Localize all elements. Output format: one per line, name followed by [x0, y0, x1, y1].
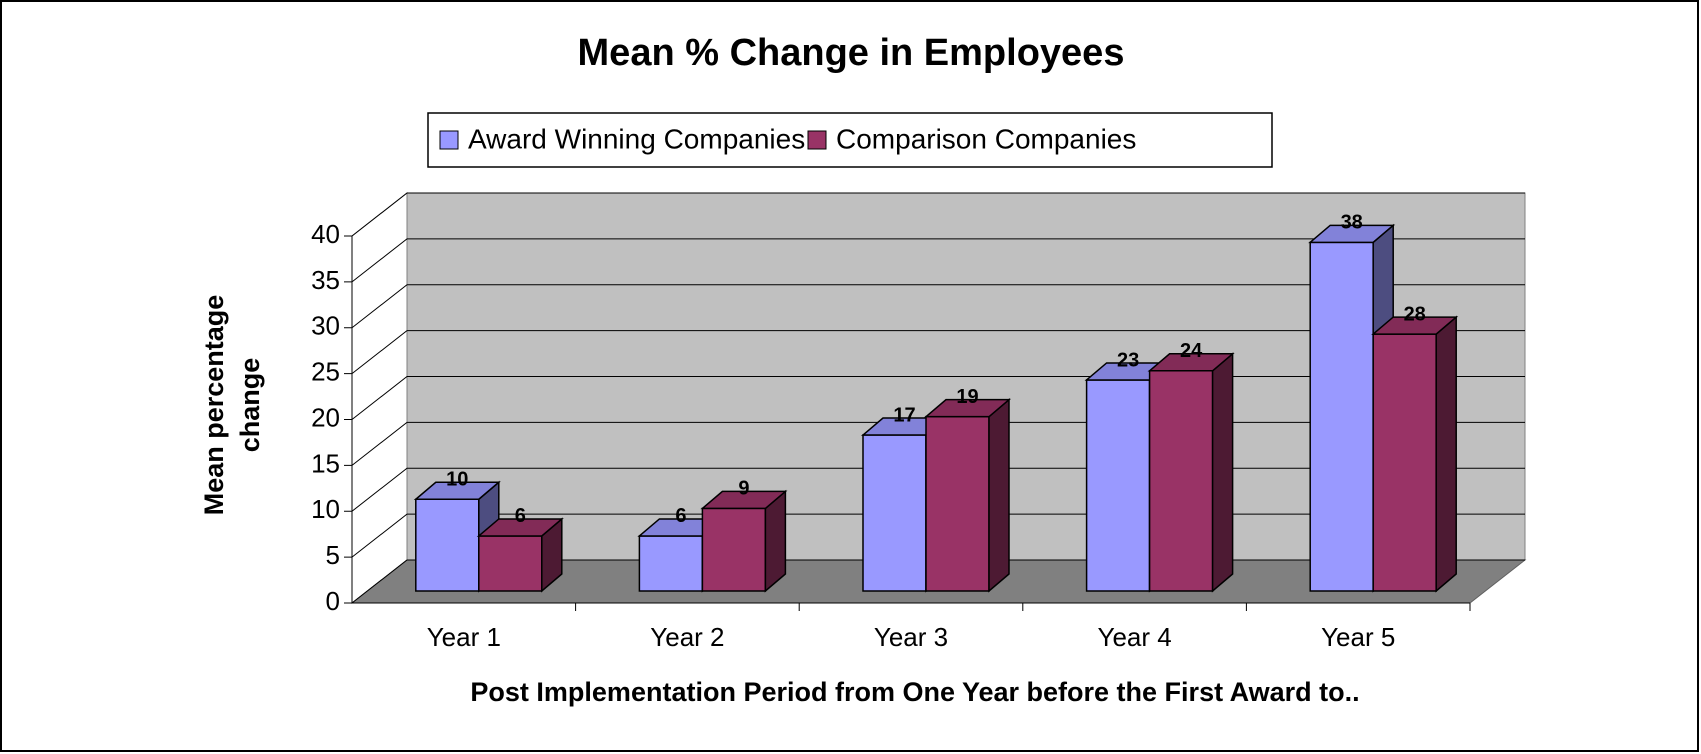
- x-tick-label: Year 4: [1097, 622, 1171, 652]
- bar-front: [638, 535, 704, 592]
- bar-front: [478, 535, 543, 592]
- y-tick-label: 10: [311, 494, 340, 524]
- legend-swatch: [439, 130, 459, 150]
- bar-top: [476, 518, 564, 537]
- bar-front: [701, 507, 767, 592]
- bar: [476, 517, 564, 593]
- bar: [700, 489, 788, 593]
- bar-front: [862, 434, 927, 592]
- data-label: 10: [446, 469, 468, 491]
- bar-front: [1372, 333, 1437, 592]
- y-axis-title: Mean percentage change: [199, 295, 265, 516]
- bar-top: [413, 481, 501, 500]
- grid-line: [351, 238, 1525, 283]
- data-label: 28: [1404, 303, 1426, 325]
- data-label: 23: [1117, 349, 1139, 371]
- bar-top: [1147, 353, 1235, 372]
- x-tick-label: Year 3: [874, 622, 948, 652]
- legend-label: Comparison Companies: [836, 123, 1136, 154]
- data-label: 17: [893, 404, 915, 426]
- y-axis-title-line: Mean percentage: [199, 295, 229, 516]
- legend-swatch: [807, 130, 827, 150]
- data-label: 24: [1180, 340, 1203, 362]
- bar-front: [925, 415, 990, 592]
- x-tick-label: Year 2: [650, 622, 724, 652]
- grid-line: [351, 330, 1525, 375]
- y-axis-title-line: change: [235, 358, 265, 453]
- bar-front: [1085, 379, 1151, 592]
- y-tick-label: 5: [326, 540, 340, 570]
- bar-top: [923, 398, 1012, 418]
- y-tick-label: 40: [311, 219, 340, 249]
- grid-line: [351, 284, 1525, 329]
- chart-title: Mean % Change in Employees: [578, 32, 1125, 74]
- data-label: 6: [515, 505, 526, 527]
- bar-top: [1371, 316, 1459, 335]
- x-tick-label: Year 1: [427, 622, 501, 652]
- bar-side: [1211, 352, 1234, 593]
- y-tick-label: 25: [311, 357, 340, 387]
- bar: [1147, 352, 1235, 593]
- y-tick-label: 0: [326, 586, 340, 616]
- y-tick-label: 30: [311, 311, 340, 341]
- bar: [1371, 315, 1459, 593]
- bar-top: [1308, 224, 1396, 244]
- bar-top: [700, 490, 788, 510]
- data-label: 38: [1341, 212, 1363, 234]
- y-tick-label: 20: [311, 402, 340, 432]
- y-tick-label: 15: [311, 448, 340, 478]
- bar-front: [1309, 241, 1374, 592]
- data-label: 19: [956, 386, 978, 408]
- grid-line: [351, 192, 1525, 237]
- x-tick-label: Year 5: [1321, 622, 1395, 652]
- data-label: 9: [738, 478, 749, 500]
- bar-side: [988, 398, 1010, 593]
- legend-box: [427, 112, 1273, 168]
- bar-front: [415, 498, 480, 592]
- y-tick-label: 35: [311, 265, 340, 295]
- bar: [923, 398, 1012, 593]
- x-axis-title: Post Implementation Period from One Year…: [470, 677, 1359, 707]
- legend-label: Award Winning Companies: [468, 123, 805, 154]
- bar-side: [1435, 315, 1457, 593]
- bar-front: [1148, 370, 1214, 592]
- data-label: 6: [675, 505, 686, 527]
